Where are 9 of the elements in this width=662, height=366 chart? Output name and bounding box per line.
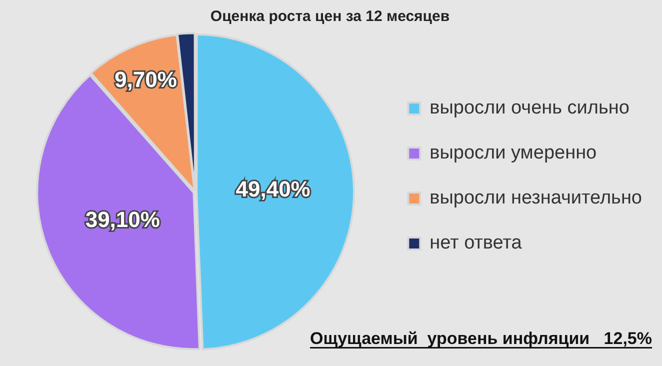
legend-label: выросли очень сильно [430, 98, 630, 119]
data-label: 9,70% [114, 66, 177, 92]
data-label: 49,40% [236, 176, 310, 202]
data-label: 39,10% [85, 207, 160, 232]
legend-label: нет ответа [430, 232, 522, 254]
legend-label: выросли умеренно [430, 142, 597, 164]
text: Ощущаемый уровень инфляции 12,5% [310, 329, 652, 348]
chart-title: Оценка роста цен за 12 месяцев [210, 8, 450, 26]
legend-label: выросли незначительно [430, 188, 642, 209]
